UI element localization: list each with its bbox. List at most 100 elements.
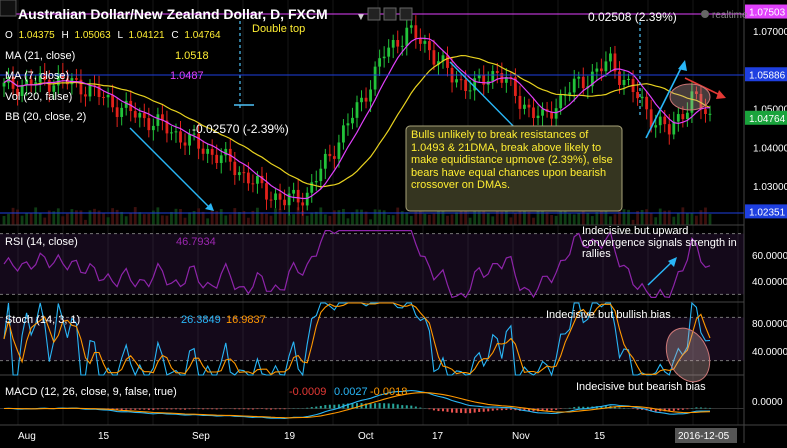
volume-bar — [238, 212, 241, 225]
candle — [541, 109, 544, 115]
macd-histogram-bar — [216, 409, 218, 410]
macd-histogram-bar — [220, 409, 222, 410]
candle — [111, 95, 114, 107]
macd-histogram-bar — [202, 409, 204, 410]
volume-bar — [577, 213, 580, 225]
volume-bar — [175, 209, 178, 225]
rsi-value: 46.7934 — [176, 236, 216, 248]
volume-bar — [347, 218, 350, 225]
volume-bar — [256, 208, 259, 225]
macd-value-1: -0.0009 — [289, 386, 326, 398]
candle — [478, 76, 481, 79]
volume-bar — [505, 209, 508, 225]
macd-histogram-bar — [189, 409, 191, 410]
candle — [419, 38, 422, 44]
volume-bar — [595, 212, 598, 225]
candle — [369, 89, 372, 101]
volume-bar — [328, 216, 331, 225]
macd-histogram-bar — [419, 408, 421, 409]
stoch-label[interactable]: Stoch (14, 3, 1) — [5, 314, 80, 326]
macd-histogram-bar — [478, 409, 480, 412]
volume-bar — [455, 212, 458, 225]
macd-histogram-bar — [487, 409, 489, 412]
volume-bar — [111, 208, 114, 225]
candle — [270, 200, 273, 201]
price-axis[interactable]: 1.070001.050001.040001.030001.075031.058… — [745, 5, 787, 219]
volume-bar — [496, 209, 499, 225]
macd-histogram-bar — [709, 408, 711, 409]
ma21-label[interactable]: MA (21, close) — [5, 50, 75, 62]
current-date: 2016-12-05 — [678, 431, 730, 442]
candle — [537, 116, 540, 118]
x-tick-label: Oct — [358, 431, 374, 442]
macd-histogram-bar — [397, 404, 399, 408]
instrument-title[interactable]: Australian Dollar/New Zealand Dollar, D,… — [18, 6, 328, 22]
volume-bar — [645, 209, 648, 225]
candle — [147, 118, 150, 130]
candle — [143, 113, 146, 118]
volume-bar — [247, 218, 250, 225]
volume-bar — [43, 218, 46, 225]
candle — [491, 71, 494, 81]
candle — [623, 80, 626, 85]
macd-histogram-bar — [451, 409, 453, 413]
candle — [396, 40, 399, 47]
macd-histogram-bar — [157, 409, 159, 410]
rsi-label[interactable]: RSI (14, close) — [5, 236, 78, 248]
svg-text:40.0000: 40.0000 — [752, 347, 787, 358]
volume-bar — [229, 214, 232, 225]
macd-histogram-bar — [211, 409, 213, 410]
volume-bar — [270, 216, 273, 225]
candle — [433, 50, 436, 64]
x-tick-label: Nov — [512, 431, 530, 442]
candle — [283, 200, 286, 206]
volume-bar — [654, 217, 657, 225]
stoch-k-value: 26.3849 — [181, 314, 221, 326]
volume-bar — [681, 207, 684, 225]
volume-bar — [3, 216, 6, 225]
macd-histogram-bar — [170, 409, 172, 410]
x-tick-label: 17 — [432, 431, 444, 442]
ma7-label[interactable]: MA (7, close) — [5, 70, 69, 82]
candle — [446, 55, 449, 68]
candle — [301, 202, 304, 205]
candle — [324, 154, 327, 169]
svg-text:0.0000: 0.0000 — [752, 397, 783, 408]
candle — [609, 53, 612, 61]
macd-histogram-bar — [437, 409, 439, 412]
candle — [206, 149, 209, 154]
close-icon[interactable] — [400, 8, 412, 20]
volume-bar — [451, 214, 454, 225]
bb-label[interactable]: BB (20, close, 2) — [5, 111, 86, 123]
candle — [523, 105, 526, 109]
vol-label[interactable]: Vol (20, false) — [5, 91, 72, 103]
candle — [568, 92, 571, 94]
time-axis[interactable]: Aug 15 Sep 19 Oct 17 Nov 15 2016-12-05 — [18, 428, 737, 443]
candle — [496, 71, 499, 73]
macd-histogram-bar — [392, 404, 394, 409]
volume-bar — [414, 212, 417, 225]
volume-bar — [16, 210, 19, 225]
macd-label[interactable]: MACD (12, 26, close, 9, false, true) — [5, 386, 177, 398]
volume-bar — [623, 209, 626, 225]
macd-histogram-bar — [284, 409, 286, 410]
macd-histogram-bar — [492, 409, 494, 411]
macd-histogram-bar — [275, 409, 277, 410]
volume-bar — [614, 214, 617, 225]
macd-histogram-bar — [682, 409, 684, 410]
x-tick-label: Sep — [192, 431, 210, 442]
macd-histogram-bar — [143, 409, 145, 410]
candle — [279, 193, 282, 199]
macd-histogram-bar — [306, 408, 308, 409]
candle — [677, 114, 680, 122]
macd-histogram-bar — [465, 409, 467, 414]
macd-histogram-bar — [501, 409, 503, 411]
macd-histogram-bar — [184, 409, 186, 410]
title-dropdown-icon[interactable]: ▼ — [356, 12, 366, 23]
volume-bar — [138, 212, 141, 225]
settings-icon-2[interactable] — [384, 8, 396, 20]
volume-bar — [166, 216, 169, 225]
volume-bar — [392, 215, 395, 225]
settings-icon[interactable] — [368, 8, 380, 20]
